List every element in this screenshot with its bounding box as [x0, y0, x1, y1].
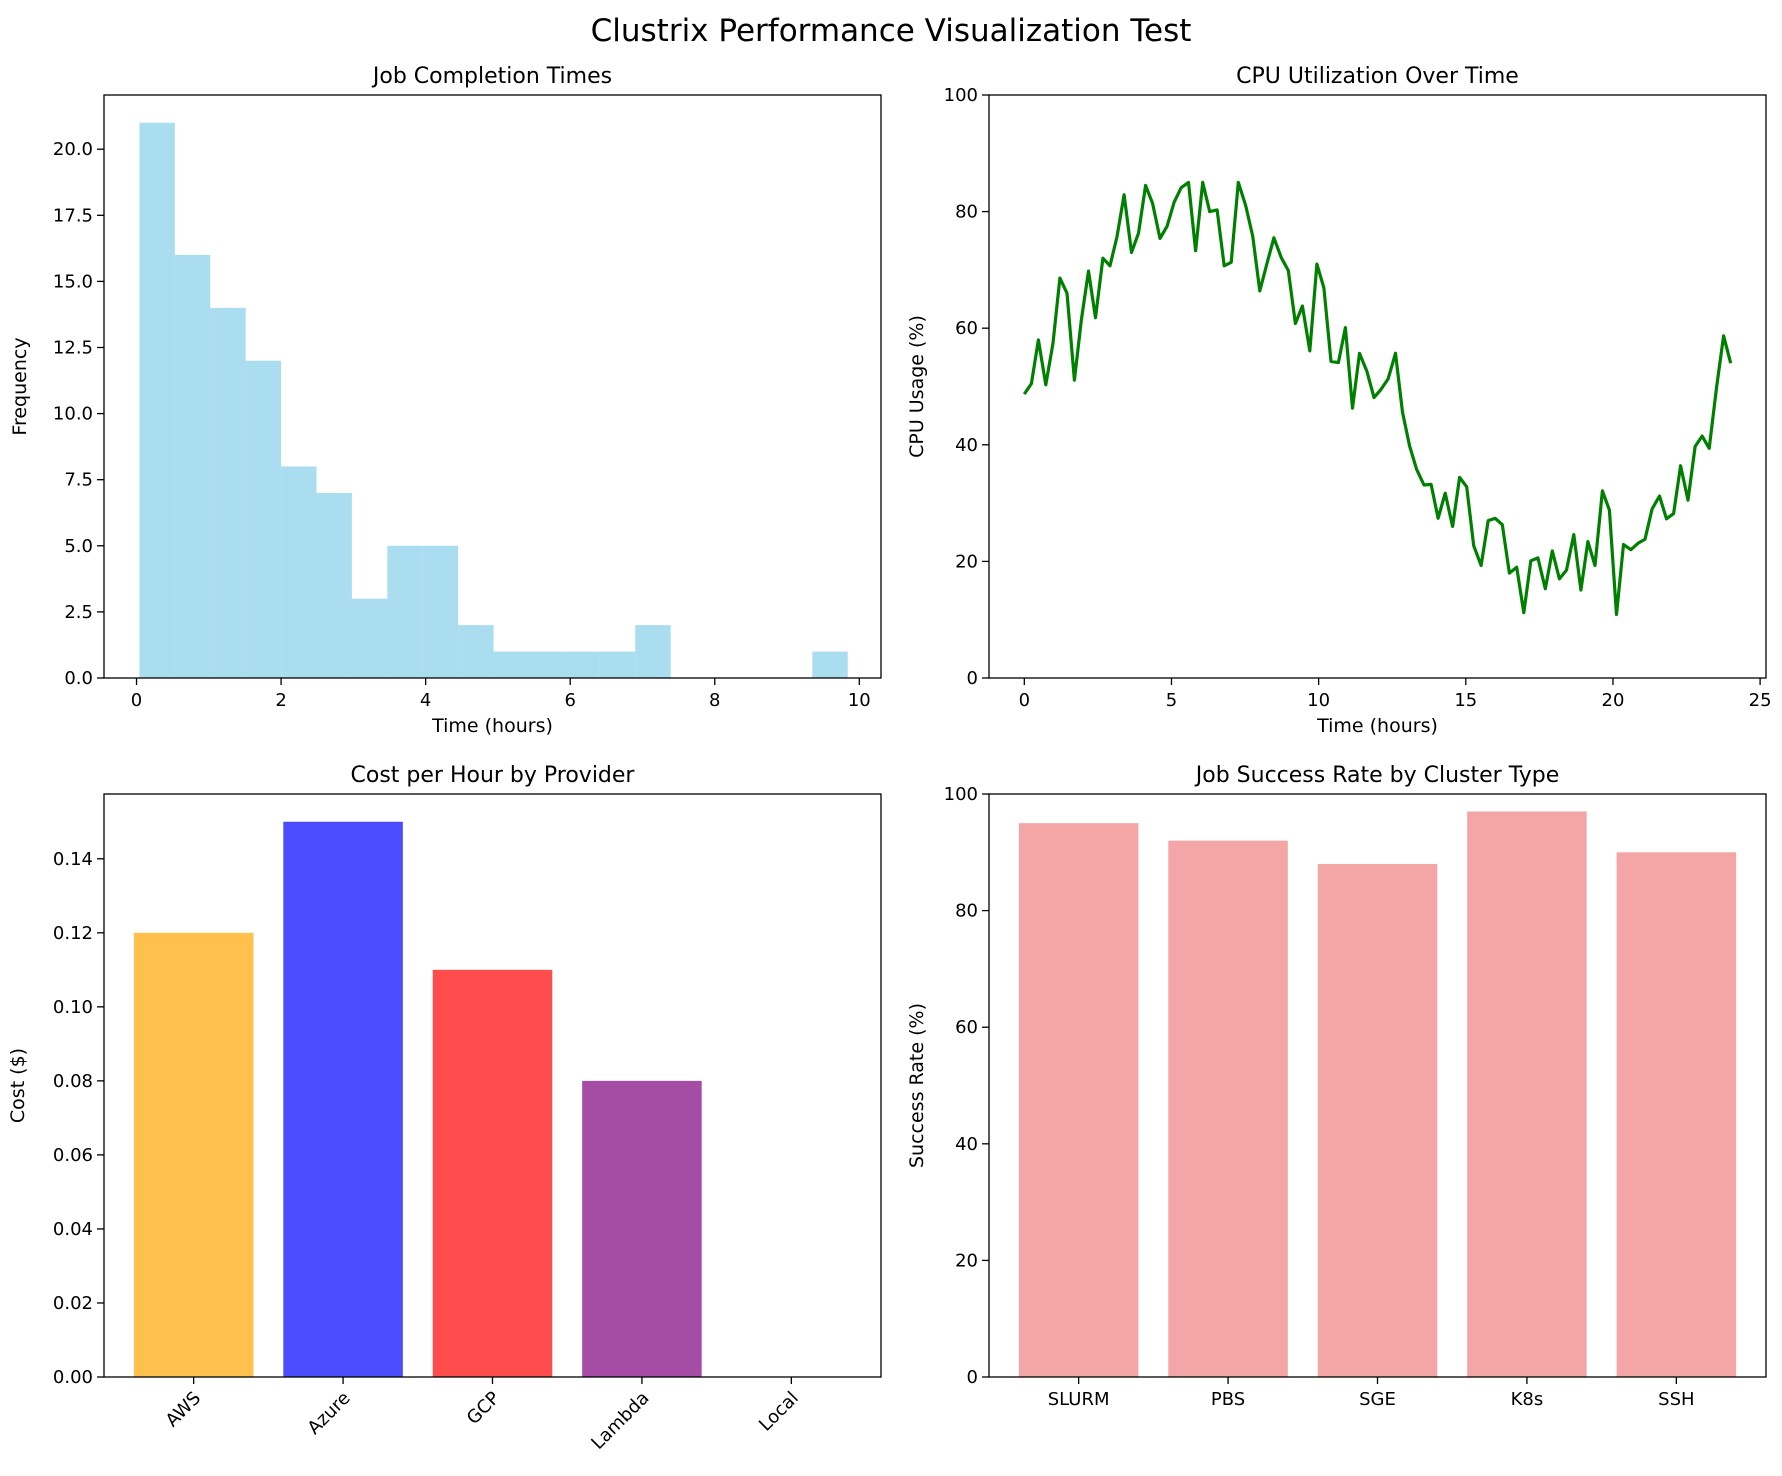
axes-frame — [103, 793, 882, 1378]
bar-pbs — [1168, 840, 1288, 1377]
y-tick-label: 12.5 — [53, 338, 93, 359]
y-tick-label: 2.5 — [64, 602, 93, 623]
y-tick-label: 5.0 — [64, 536, 93, 557]
y-tick-label: 20 — [955, 1250, 978, 1271]
x-tick-label: 4 — [420, 690, 431, 711]
panel-cost-per-hour: 0.00 0.02 0.04 0.06 0.08 0.10 0.12 0.14 Cost per… — [7, 763, 882, 1454]
y-tick-label: 7.5 — [64, 470, 93, 491]
histogram-bar — [564, 651, 600, 678]
axes-frame — [988, 94, 1767, 679]
y-tick-label: 100 — [944, 85, 978, 106]
histogram-bar — [493, 651, 530, 678]
x-axis-label: Time (hours) — [1316, 715, 1438, 737]
y-axis-label: Success Rate (%) — [906, 1003, 928, 1168]
x-tick-label: AWS — [162, 1388, 206, 1432]
y-tick-label: 40 — [955, 435, 978, 456]
x-tick-label: Lambda — [587, 1388, 653, 1454]
x-tick-label: SGE — [1359, 1389, 1396, 1410]
panel-title: Cost per Hour by Provider — [351, 763, 636, 788]
histogram-bar — [529, 651, 565, 678]
x-tick-label: SLURM — [1048, 1389, 1110, 1410]
panel-job-completion-times: 0.0 2.5 5.0 7.5 10.0 12.5 15.0 17.5 20.0 Job Comp… — [9, 64, 882, 737]
x-tick-label: 5 — [1166, 690, 1177, 711]
y-tick-label: 80 — [955, 202, 978, 223]
y-axis-label: Frequency — [9, 337, 31, 435]
bar-k8s — [1467, 811, 1587, 1377]
histogram-bar — [139, 122, 175, 678]
x-tick-label: PBS — [1211, 1389, 1245, 1410]
x-tick-label: 0 — [131, 690, 142, 711]
axes-frame — [988, 793, 1767, 1378]
bar-aws — [133, 932, 254, 1377]
bar-sge — [1317, 863, 1438, 1377]
histogram-bar — [316, 492, 352, 678]
y-axis-label: Cost ($) — [7, 1048, 29, 1123]
y-tick-label: 20 — [955, 551, 978, 572]
x-tick-label: 10 — [1307, 690, 1330, 711]
y-tick-label: 10.0 — [53, 404, 93, 425]
bar-slurm — [1018, 823, 1139, 1377]
y-tick-label: 0.04 — [53, 1219, 93, 1240]
y-tick-label: 0.02 — [53, 1293, 93, 1314]
y-tick-label: 0.08 — [53, 1071, 93, 1092]
x-tick-label: 15 — [1454, 690, 1477, 711]
axes-frame — [103, 94, 882, 679]
x-tick-label: 25 — [1749, 690, 1772, 711]
x-axis-label: Time (hours) — [431, 715, 553, 737]
histogram-bar — [174, 254, 211, 678]
x-tick-label: SSH — [1658, 1389, 1694, 1410]
x-tick-label: Azure — [304, 1388, 355, 1439]
cpu-usage-line — [1022, 180, 1733, 617]
panel-job-success-rate: 0 20 40 60 80 100 Job Success Rate by Cluster … — [906, 763, 1767, 1410]
histogram-bar — [422, 545, 459, 678]
y-tick-label: 0.00 — [53, 1367, 93, 1388]
y-tick-label: 40 — [955, 1134, 978, 1155]
histogram-bar — [599, 651, 636, 678]
bar-gcp — [432, 969, 553, 1377]
y-tick-label: 0.06 — [53, 1145, 93, 1166]
histogram-bar — [387, 545, 423, 678]
histogram-bar — [458, 625, 494, 678]
y-tick-label: 100 — [944, 784, 978, 805]
y-tick-label: 0.0 — [64, 668, 93, 689]
histogram-bar — [210, 307, 246, 678]
histogram-bar — [635, 625, 671, 678]
histogram-bar — [351, 598, 388, 678]
y-tick-label: 60 — [955, 318, 978, 339]
y-tick-label: 0.14 — [53, 849, 93, 870]
y-tick-label: 20.0 — [53, 139, 93, 160]
panel-title: Job Success Rate by Cluster Type — [1194, 763, 1559, 788]
y-axis-label: CPU Usage (%) — [906, 315, 928, 458]
x-tick-label: GCP — [463, 1388, 504, 1429]
y-tick-label: 80 — [955, 901, 978, 922]
x-tick-label: K8s — [1511, 1389, 1544, 1410]
histogram-bar — [245, 360, 282, 678]
x-tick-label: Local — [755, 1388, 803, 1436]
panel-title: CPU Utilization Over Time — [1236, 64, 1519, 89]
figure-title: Clustrix Performance Visualization Test — [591, 13, 1192, 49]
y-tick-label: 0.10 — [53, 997, 93, 1018]
bar-azure — [283, 821, 403, 1377]
x-tick-label: 20 — [1602, 690, 1625, 711]
y-tick-label: 0 — [967, 668, 978, 689]
y-tick-label: 0 — [967, 1367, 978, 1388]
x-tick-label: 0 — [1019, 690, 1030, 711]
bar-lambda — [582, 1080, 702, 1377]
x-tick-label: 2 — [275, 690, 286, 711]
histogram-bar — [281, 466, 317, 678]
x-tick-label: 6 — [564, 690, 575, 711]
y-tick-label: 0.12 — [53, 923, 93, 944]
y-tick-label: 17.5 — [53, 205, 93, 226]
panel-title: Job Completion Times — [371, 64, 612, 89]
bar-ssh — [1616, 852, 1737, 1377]
x-tick-label: 10 — [848, 690, 871, 711]
y-tick-label: 60 — [955, 1017, 978, 1038]
histogram-bar — [812, 651, 848, 678]
y-tick-label: 15.0 — [53, 271, 93, 292]
x-tick-label: 8 — [709, 690, 720, 711]
